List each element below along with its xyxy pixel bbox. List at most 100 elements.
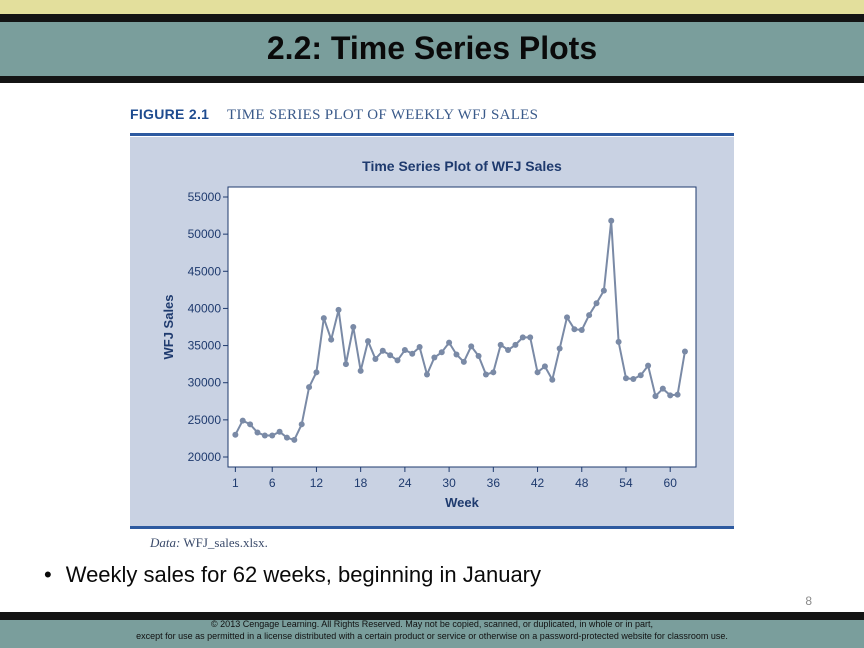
x-tick-label: 54 [619,476,633,490]
y-tick-label: 35000 [188,339,222,353]
data-point [549,376,556,383]
data-point [571,326,578,333]
data-point [674,391,681,398]
data-point [497,341,504,348]
data-point [600,287,607,294]
data-point [379,347,386,354]
slide-title: 2.2: Time Series Plots [266,30,598,66]
data-point [453,351,460,358]
data-point [342,361,349,368]
data-point [645,362,652,369]
data-point [564,314,571,321]
data-point [475,352,482,359]
sales-series-points [232,217,688,443]
data-point [431,354,438,361]
bullet-point: • Weekly sales for 62 weeks, beginning in… [44,562,541,588]
data-point [593,300,600,307]
data-point [608,217,615,224]
x-tick-label: 30 [442,476,456,490]
plot-area [227,186,697,468]
data-point [247,421,254,428]
data-point [409,350,416,357]
title-bar [0,22,864,76]
data-point [335,306,342,313]
data-point [519,334,526,341]
x-axis: 1 6 12 18 24 30 36 42 48 54 60 [232,467,677,490]
figure-caption: FIGURE 2.1 TIME SERIES PLOT OF WEEKLY WF… [130,106,750,124]
data-point [313,369,320,376]
chart-panel: Time Series Plot of WFJ Sales 20000 25000… [130,137,734,526]
x-tick-label: 48 [575,476,589,490]
figure-number: FIGURE 2.1 [130,106,210,122]
footer-line-2: except for use as permitted in a license… [136,631,728,641]
data-point [667,392,674,399]
data-point [512,341,519,348]
top-dark-band [0,14,864,22]
data-point [541,363,548,370]
y-tick-label: 40000 [188,301,222,315]
x-tick-label: 24 [398,476,412,490]
caption-rule-top [130,133,734,136]
data-point [320,315,327,322]
data-point [416,344,423,351]
data-point [394,357,401,364]
x-tick-label: 12 [310,476,324,490]
data-source-note: Data: WFJ_sales.xlsx. [150,535,268,551]
data-point [659,385,666,392]
x-tick-label: 1 [232,476,239,490]
data-point [283,434,290,441]
data-point [261,432,268,439]
data-point [387,352,394,359]
bullet-text: Weekly sales for 62 weeks, beginning in … [65,562,542,587]
x-tick-label: 60 [664,476,678,490]
data-point [652,393,659,400]
data-point [482,371,489,378]
data-point [423,371,430,378]
data-point [254,429,261,436]
title-bar-bottom-band [0,76,864,83]
data-point [232,431,239,438]
data-point [328,336,335,343]
data-point [615,338,622,345]
data-point [239,417,246,424]
y-axis: 20000 25000 30000 35000 40000 45000 50000 55000 [188,190,228,464]
y-tick-label: 55000 [188,190,222,204]
y-tick-label: 30000 [188,376,222,390]
x-tick-label: 42 [531,476,545,490]
data-point [534,369,541,376]
data-point [276,428,283,435]
copyright-footer: © 2013 Cengage Learning. All Rights Rese… [0,618,864,642]
y-tick-label: 25000 [188,413,222,427]
x-tick-label: 6 [269,476,276,490]
data-point [681,348,688,355]
figure-caption-text: TIME SERIES PLOT OF WEEKLY WFJ SALES [227,107,539,123]
bottom-dark-band [0,612,864,620]
data-point [622,375,629,382]
data-point [460,358,467,365]
data-point [306,384,313,391]
data-point [357,367,364,374]
x-axis-label: Week [445,495,479,510]
footer-bar [0,620,864,648]
data-point [365,338,372,345]
data-point [291,436,298,443]
footer-line-1: © 2013 Cengage Learning. All Rights Rese… [211,619,653,629]
data-point [527,334,534,341]
x-tick-label: 36 [487,476,501,490]
data-point [637,372,644,379]
chart-title: Time Series Plot of WFJ Sales [362,158,562,174]
data-point [468,343,475,350]
top-accent-band [0,0,864,14]
data-point [269,432,276,439]
data-note-label: Data: [150,535,181,550]
y-axis-label: WFJ Sales [161,294,176,359]
data-point [630,376,637,382]
data-point [578,326,585,333]
bullet-dot-icon: • [44,562,52,587]
data-point [556,345,563,352]
page-number: 8 [805,594,812,608]
y-tick-label: 20000 [188,450,222,464]
data-point [505,347,512,354]
data-point [446,339,453,346]
y-tick-label: 50000 [188,227,222,241]
